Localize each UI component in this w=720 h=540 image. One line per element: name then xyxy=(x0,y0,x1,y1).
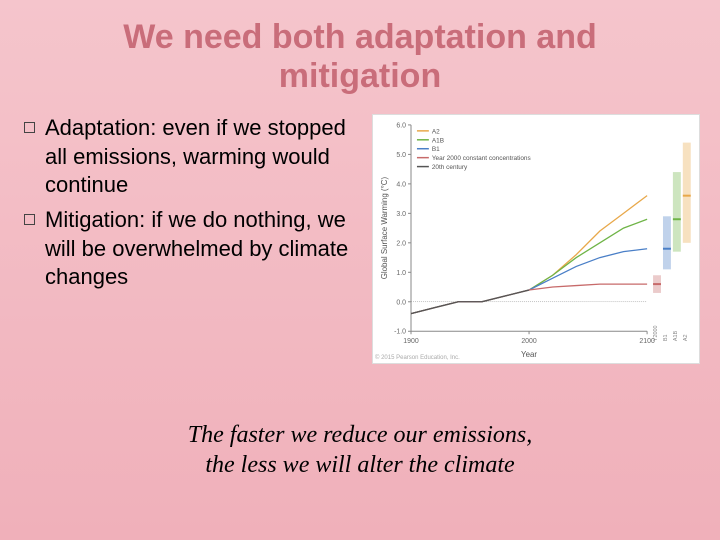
title-line-2: mitigation xyxy=(0,57,720,96)
svg-text:Y2000: Y2000 xyxy=(653,326,659,342)
svg-text:1900: 1900 xyxy=(403,338,419,345)
svg-text:-1.0: -1.0 xyxy=(394,329,406,336)
chart-container: -1.00.01.02.03.04.05.06.0190020002100Yea… xyxy=(372,114,700,364)
svg-text:0.0: 0.0 xyxy=(396,299,406,306)
svg-text:A1B: A1B xyxy=(432,137,444,144)
bullet-item: Mitigation: if we do nothing, we will be… xyxy=(24,206,364,292)
svg-text:A2: A2 xyxy=(683,335,689,342)
footer-line-1: The faster we reduce our emissions, xyxy=(0,420,720,450)
title-line-1: We need both adaptation and xyxy=(0,18,720,57)
bullet-text: Adaptation: even if we stopped all emiss… xyxy=(45,114,364,200)
svg-text:20th century: 20th century xyxy=(432,164,468,171)
svg-text:A2: A2 xyxy=(432,129,440,136)
svg-text:B1: B1 xyxy=(663,335,669,342)
bullet-item: Adaptation: even if we stopped all emiss… xyxy=(24,114,364,200)
svg-text:1.0: 1.0 xyxy=(396,270,406,277)
svg-text:B1: B1 xyxy=(432,146,440,153)
bullet-text: Mitigation: if we do nothing, we will be… xyxy=(45,206,364,292)
bullet-marker-icon xyxy=(24,214,35,225)
svg-text:4.0: 4.0 xyxy=(396,182,406,189)
svg-text:5.0: 5.0 xyxy=(396,152,406,159)
svg-text:Year 2000 constant concentrati: Year 2000 constant concentrations xyxy=(432,155,531,162)
footer-text: The faster we reduce our emissions, the … xyxy=(0,420,720,480)
svg-text:A1B: A1B xyxy=(673,331,679,342)
chart-copyright: © 2015 Pearson Education, Inc. xyxy=(375,355,460,361)
svg-text:2.0: 2.0 xyxy=(396,240,406,247)
bullet-marker-icon xyxy=(24,122,35,133)
content-row: Adaptation: even if we stopped all emiss… xyxy=(0,96,720,364)
svg-text:2000: 2000 xyxy=(521,338,537,345)
svg-text:Global Surface Warming (°C): Global Surface Warming (°C) xyxy=(380,177,389,280)
svg-text:6.0: 6.0 xyxy=(396,123,406,130)
svg-text:3.0: 3.0 xyxy=(396,211,406,218)
footer-line-2: the less we will alter the climate xyxy=(0,450,720,480)
bullet-list: Adaptation: even if we stopped all emiss… xyxy=(24,114,364,364)
slide-title: We need both adaptation and mitigation xyxy=(0,0,720,96)
svg-text:Year: Year xyxy=(521,350,537,359)
warming-chart: -1.00.01.02.03.04.05.06.0190020002100Yea… xyxy=(373,115,699,363)
